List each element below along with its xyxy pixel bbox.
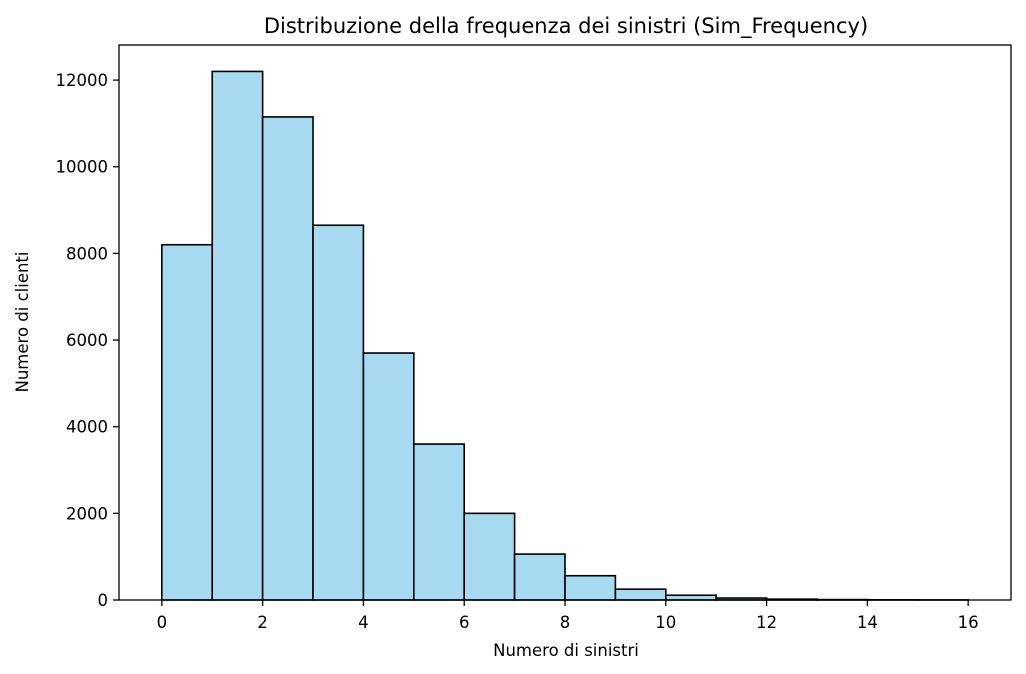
y-tick-label: 8000 — [66, 244, 108, 263]
histogram-bar-10 — [664, 594, 717, 601]
x-tick-label: 16 — [958, 613, 979, 632]
x-tick-label: 14 — [857, 613, 878, 632]
y-tick-label: 12000 — [56, 71, 109, 90]
chart-title: Distribuzione della frequenza dei sinist… — [264, 14, 868, 39]
x-tick-label: 0 — [157, 613, 168, 632]
histogram-bar-8 — [564, 574, 617, 601]
histogram-bar-4 — [362, 352, 415, 601]
y-axis-label: Numero di clienti — [13, 252, 32, 393]
y-tick-label: 10000 — [56, 158, 109, 177]
y-tick-label: 6000 — [66, 331, 108, 350]
x-tick-label: 6 — [459, 613, 470, 632]
x-tick-label: 4 — [358, 613, 369, 632]
histogram-bar-7 — [513, 553, 566, 601]
histogram-bar-9 — [614, 588, 667, 601]
x-tick-label: 10 — [655, 613, 676, 632]
histogram-bar-3 — [312, 224, 365, 601]
histogram-bar-0 — [161, 243, 214, 601]
x-tick-label: 2 — [257, 613, 268, 632]
histogram-bar-1 — [211, 70, 264, 601]
y-axis-ticks: 0 2000 4000 6000 8000 10000 12000 — [56, 71, 119, 610]
y-tick-label: 4000 — [66, 418, 108, 437]
x-tick-label: 8 — [560, 613, 571, 632]
x-axis-label: Numero di sinistri — [493, 641, 639, 660]
y-tick-label: 0 — [98, 591, 109, 610]
y-tick-label: 2000 — [66, 504, 108, 523]
x-tick-label: 12 — [756, 613, 777, 632]
histogram-bar-6 — [463, 512, 516, 601]
x-axis-ticks: 0 2 4 6 8 10 12 14 16 — [157, 600, 979, 632]
bars-group — [161, 70, 969, 601]
histogram-bar-2 — [261, 116, 314, 601]
histogram-bar-5 — [413, 443, 466, 601]
